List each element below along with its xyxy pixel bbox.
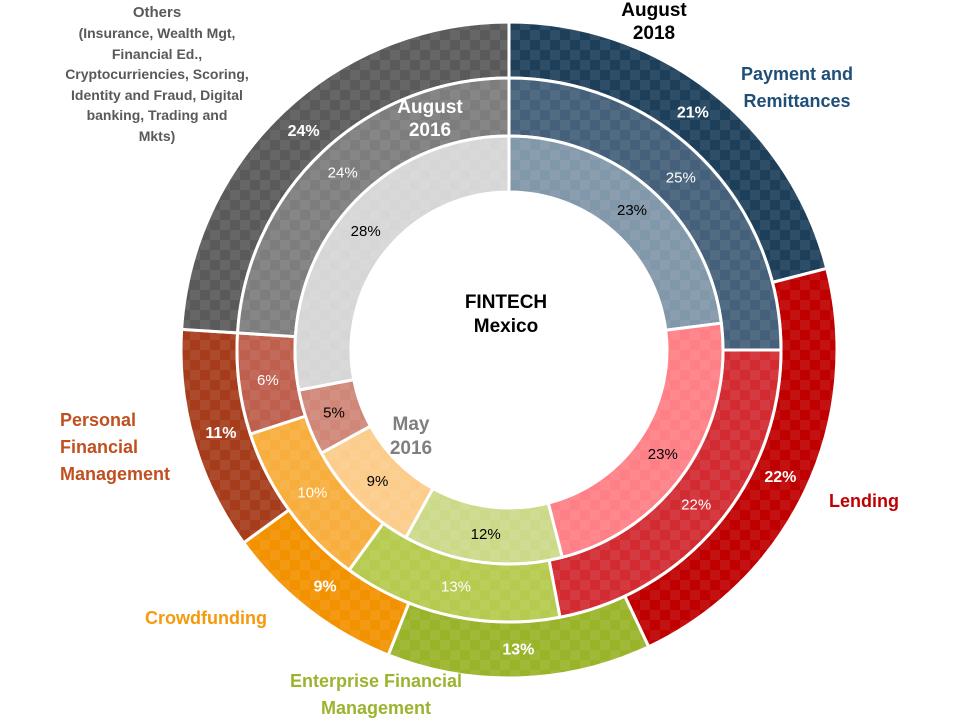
middle-ring-slice-crowdfunding-texture xyxy=(250,416,384,571)
inner-ring-slice-others-texture xyxy=(294,136,509,391)
category-label-payment-line-2: Remittances xyxy=(743,91,851,111)
inner-ring-slice-personal-financial-management-value-label: 5% xyxy=(323,405,345,422)
outer-ring-slice-lending-texture xyxy=(624,268,838,647)
outer-ring-slice-personal-financial-management-value-label: 11% xyxy=(205,425,236,442)
middle-ring-slice-others-value-label: 24% xyxy=(328,164,358,181)
category-label-pfm-line-2: Financial xyxy=(60,437,139,457)
category-label-payment-line-1: Payment and xyxy=(740,64,854,84)
inner-ring-slice-enterprise-financial-management-value-label: 12% xyxy=(471,526,501,543)
category-label-payment: Payment and Remittances xyxy=(712,61,882,115)
category-label-others: Others (Insurance, Wealth Mgt, Financial… xyxy=(52,2,262,146)
category-label-others-sub-1: (Insurance, Wealth Mgt, xyxy=(78,25,236,41)
category-label-others-sub-2: Financial Ed., xyxy=(111,45,203,62)
outer-ring-slice-enterprise-financial-management-texture xyxy=(388,596,649,679)
outer-ring-slice-crowdfunding-texture xyxy=(243,509,409,655)
inner-ring-slice-payment-and-remittances-texture xyxy=(509,136,722,331)
center-title-line-1: FINTECH xyxy=(465,292,547,313)
category-label-lending-line-1: Lending xyxy=(829,491,899,511)
middle-ring-slice-lending-texture xyxy=(549,350,781,618)
category-label-others-sub-3: Cryptocurriencies, Scoring, xyxy=(65,66,249,82)
category-label-pfm-line-1: Personal xyxy=(60,410,137,430)
inner-ring-slice-crowdfunding-value-label: 9% xyxy=(367,473,389,490)
ring-label-outer-line-1: August xyxy=(621,0,687,21)
inner-ring-slice-payment-and-remittances-value-label: 23% xyxy=(617,202,647,219)
category-label-enterprise: Enterprise Financial Management xyxy=(276,668,476,722)
category-label-others-title: Others xyxy=(132,4,182,21)
inner-ring-slice-others-value-label: 28% xyxy=(351,223,381,240)
inner-ring-slice-lending-value-label: 23% xyxy=(648,446,678,463)
category-label-lending: Lending xyxy=(818,488,910,515)
center-title: FINTECH Mexico xyxy=(465,292,547,337)
inner-ring-slice-enterprise-financial-management-texture xyxy=(405,488,563,565)
outer-ring-slice-others-texture xyxy=(181,22,509,333)
category-label-enterprise-line-1: Enterprise Financial xyxy=(289,671,463,691)
inner-ring-slice-crowdfunding-texture xyxy=(321,426,433,538)
ring-label-inner-line-2: 2016 xyxy=(390,438,432,459)
outer-ring-slice-lending-value-label: 22% xyxy=(764,469,796,486)
ring-label-middle-line-2: 2016 xyxy=(409,120,451,141)
category-label-others-sub-6: Mkts) xyxy=(138,127,176,144)
outer-ring-slice-personal-financial-management-texture xyxy=(181,329,289,543)
middle-ring-slice-lending-value-label: 22% xyxy=(681,496,711,513)
middle-ring-slice-others-texture xyxy=(237,78,510,337)
outer-ring-slice-others-value-label: 24% xyxy=(288,123,320,140)
category-label-others-sub-5: banking, Trading and xyxy=(86,107,228,123)
checker-overlays xyxy=(181,22,838,679)
middle-ring-slice-personal-financial-management-value-label: 6% xyxy=(257,372,279,389)
ring-label-inner-line-1: May xyxy=(393,414,430,435)
outer-ring-slice-payment-and-remittances-texture xyxy=(509,22,827,283)
middle-ring-slice-crowdfunding-value-label: 10% xyxy=(297,484,327,501)
value-labels: 21% 22% 13% 9% 11% 24% 25% 22% 13% 10% 6% 24% 23% 23%… xyxy=(205,105,796,659)
middle-ring-slice-personal-financial-management-texture xyxy=(237,332,306,435)
category-label-others-sub-4: Identity and Fraud, Digital xyxy=(71,86,243,103)
category-label-enterprise-line-2: Management xyxy=(320,698,432,718)
ring-label-middle-line-1: August xyxy=(397,97,463,118)
category-label-crowdfunding: Crowdfunding xyxy=(128,605,284,632)
category-label-pfm: Personal Financial Management xyxy=(60,407,200,488)
middle-ring-slice-enterprise-financial-management-value-label: 13% xyxy=(441,579,471,596)
category-label-crowdfunding-line-1: Crowdfunding xyxy=(145,608,267,628)
middle-ring-slice-payment-and-remittances-texture xyxy=(509,78,781,350)
outer-ring-slice-crowdfunding-value-label: 9% xyxy=(314,579,337,596)
category-label-pfm-line-3: Management xyxy=(60,464,171,484)
outer-ring-slice-payment-and-remittances-value-label: 21% xyxy=(677,105,709,122)
inner-ring-slice-lending-texture xyxy=(548,323,723,558)
middle-ring-slice-payment-and-remittances-value-label: 25% xyxy=(666,170,696,187)
center-title-line-2: Mexico xyxy=(474,316,538,337)
middle-ring-slice-enterprise-financial-management-texture xyxy=(349,523,560,622)
inner-ring-slice-personal-financial-management-texture xyxy=(298,379,371,454)
ring-label-outer-line-2: 2018 xyxy=(633,23,675,44)
outer-ring-slice-enterprise-financial-management-value-label: 13% xyxy=(502,641,534,658)
